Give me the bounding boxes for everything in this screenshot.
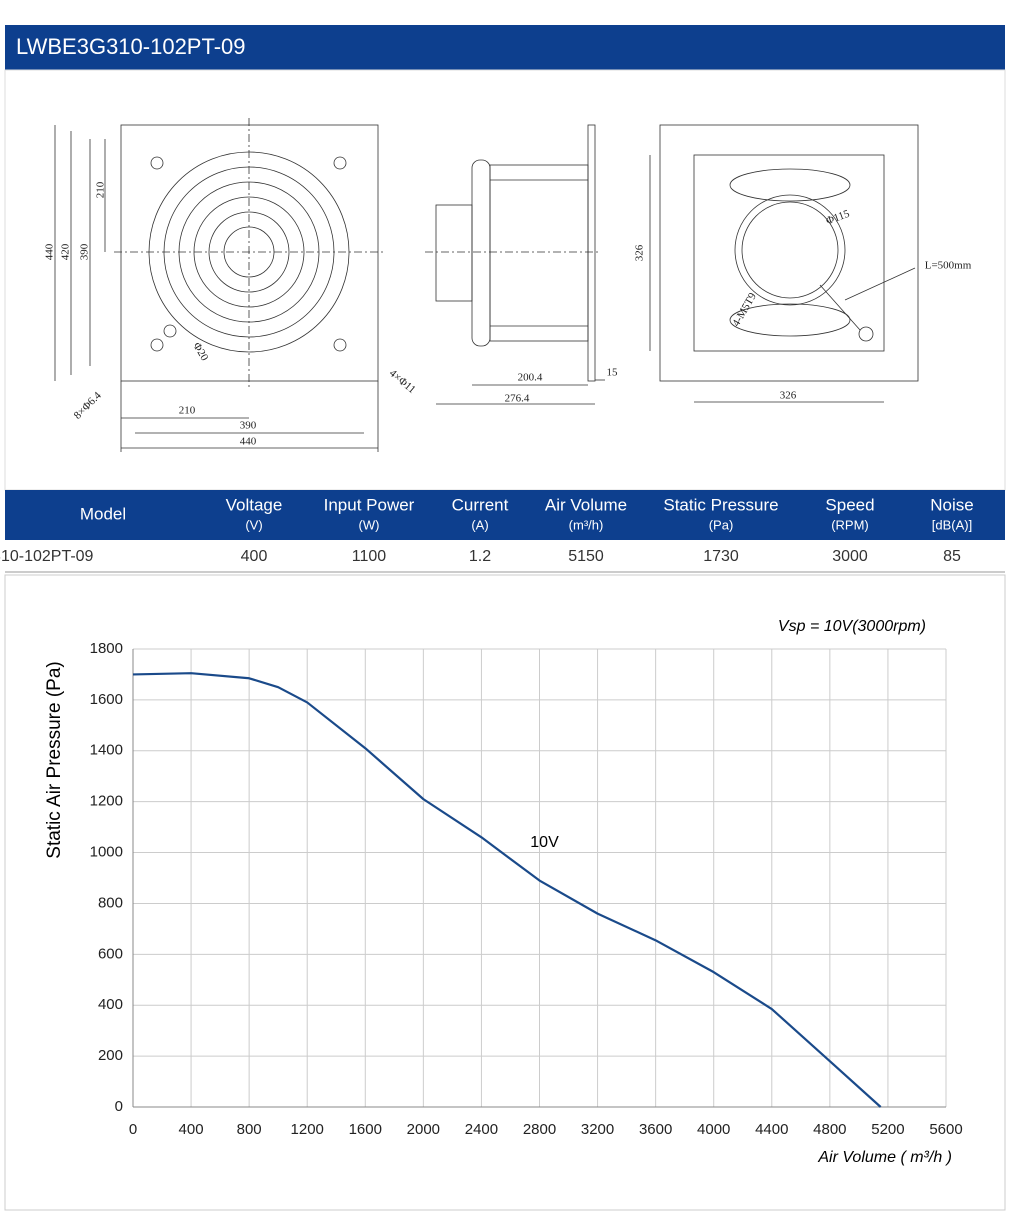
x-tick-label: 3200	[581, 1121, 614, 1138]
chart: 0 200 400 600 800 1000 1200 1400 1600 1800 0 400 800…	[44, 618, 963, 1166]
column-unit: (W)	[359, 517, 380, 532]
dim-label: 326	[780, 390, 797, 402]
side-view	[425, 124, 605, 405]
column-unit: (V)	[245, 517, 262, 532]
column-header: Current	[452, 495, 509, 514]
y-tick-label: 1000	[90, 844, 123, 861]
column-header: Air Volume	[545, 495, 627, 514]
x-tick-label: 400	[179, 1121, 204, 1138]
header-bar	[5, 25, 1005, 70]
column-unit: [dB(A)]	[932, 517, 972, 532]
dim-label: 4×Φ11	[387, 367, 418, 396]
spec-table: Model Voltage (V) Input Power (W) Current (A) A…	[0, 495, 974, 565]
table-header-bar	[5, 490, 1005, 540]
x-tick-label: 5200	[871, 1121, 904, 1138]
column-unit: (m³/h)	[569, 517, 604, 532]
dim-label: Φ20	[190, 341, 210, 364]
x-tick-label: 4000	[697, 1121, 730, 1138]
line-series	[132, 672, 882, 1108]
x-tick-label: 0	[129, 1121, 137, 1138]
y-tick-label: 1800	[90, 640, 123, 657]
dim-label: 210	[95, 181, 107, 198]
table-cell: 85	[943, 548, 961, 565]
y-tick-label: 1600	[90, 691, 123, 708]
series-label: 10V	[530, 834, 559, 851]
chart-frame	[4, 574, 1006, 1211]
y-tick-label: 600	[98, 945, 123, 962]
column-header: Noise	[930, 495, 973, 514]
column-header: Input Power	[324, 495, 415, 514]
column-header: Speed	[825, 495, 874, 514]
dim-label: 276.4	[505, 393, 530, 405]
dim-label: 390	[79, 243, 91, 260]
table-cell: 3000	[832, 548, 868, 565]
x-tick-label: 2800	[523, 1121, 556, 1138]
drawing-frame	[4, 69, 1006, 491]
dim-label: 210	[179, 405, 196, 417]
y-tick-label: 200	[98, 1047, 123, 1064]
header-title: LWBE3G310-102PT-09	[16, 34, 246, 59]
table-cell: 1.2	[469, 548, 491, 565]
column-unit: (A)	[471, 517, 488, 532]
dim-label: 440	[44, 243, 56, 260]
x-tick-label: 5600	[929, 1121, 962, 1138]
dim-label: 4-M5T9	[730, 290, 759, 328]
dim-label: 440	[240, 436, 257, 448]
x-tick-label: 800	[237, 1121, 262, 1138]
column-unit: (Pa)	[709, 517, 734, 532]
dim-label: 420	[60, 243, 72, 260]
x-tick-label: 4400	[755, 1121, 788, 1138]
table-cell: 400	[241, 548, 268, 565]
dim-label: 8×Φ6.4	[72, 389, 105, 422]
dim-label: 390	[240, 420, 257, 432]
dim-label: 326	[634, 244, 646, 261]
x-tick-label: 2000	[407, 1121, 440, 1138]
dim-label: L=500mm	[925, 260, 972, 272]
table-cell: 1730	[703, 548, 739, 565]
annotation: Vsp = 10V(3000rpm)	[778, 618, 926, 635]
y-tick-label: 0	[115, 1098, 123, 1115]
column-header: Voltage	[226, 495, 283, 514]
x-tick-label: 4800	[813, 1121, 846, 1138]
table-cell: LWBE3G310-102PT-09	[0, 548, 94, 565]
x-tick-label: 2400	[465, 1121, 498, 1138]
y-tick-label: 1400	[90, 742, 123, 759]
front-view	[54, 118, 385, 452]
dim-label: 15	[607, 367, 619, 379]
x-tick-label: 1600	[349, 1121, 382, 1138]
y-tick-label: 800	[98, 894, 123, 911]
y-tick-label: 1200	[90, 793, 123, 810]
table-cell: 5150	[568, 548, 604, 565]
x-axis-label: Air Volume ( m³/h )	[817, 1149, 952, 1166]
x-tick-label: 3600	[639, 1121, 672, 1138]
dim-label: 200.4	[518, 372, 543, 384]
column-unit: (RPM)	[831, 517, 869, 532]
back-view	[649, 124, 919, 403]
y-axis-label: Static Air Pressure (Pa)	[44, 661, 65, 858]
x-tick-label: 1200	[291, 1121, 324, 1138]
y-tick-label: 400	[98, 996, 123, 1013]
table-cell: 1100	[352, 548, 387, 565]
column-header: Static Pressure	[663, 495, 778, 514]
column-header: Model	[80, 504, 126, 523]
